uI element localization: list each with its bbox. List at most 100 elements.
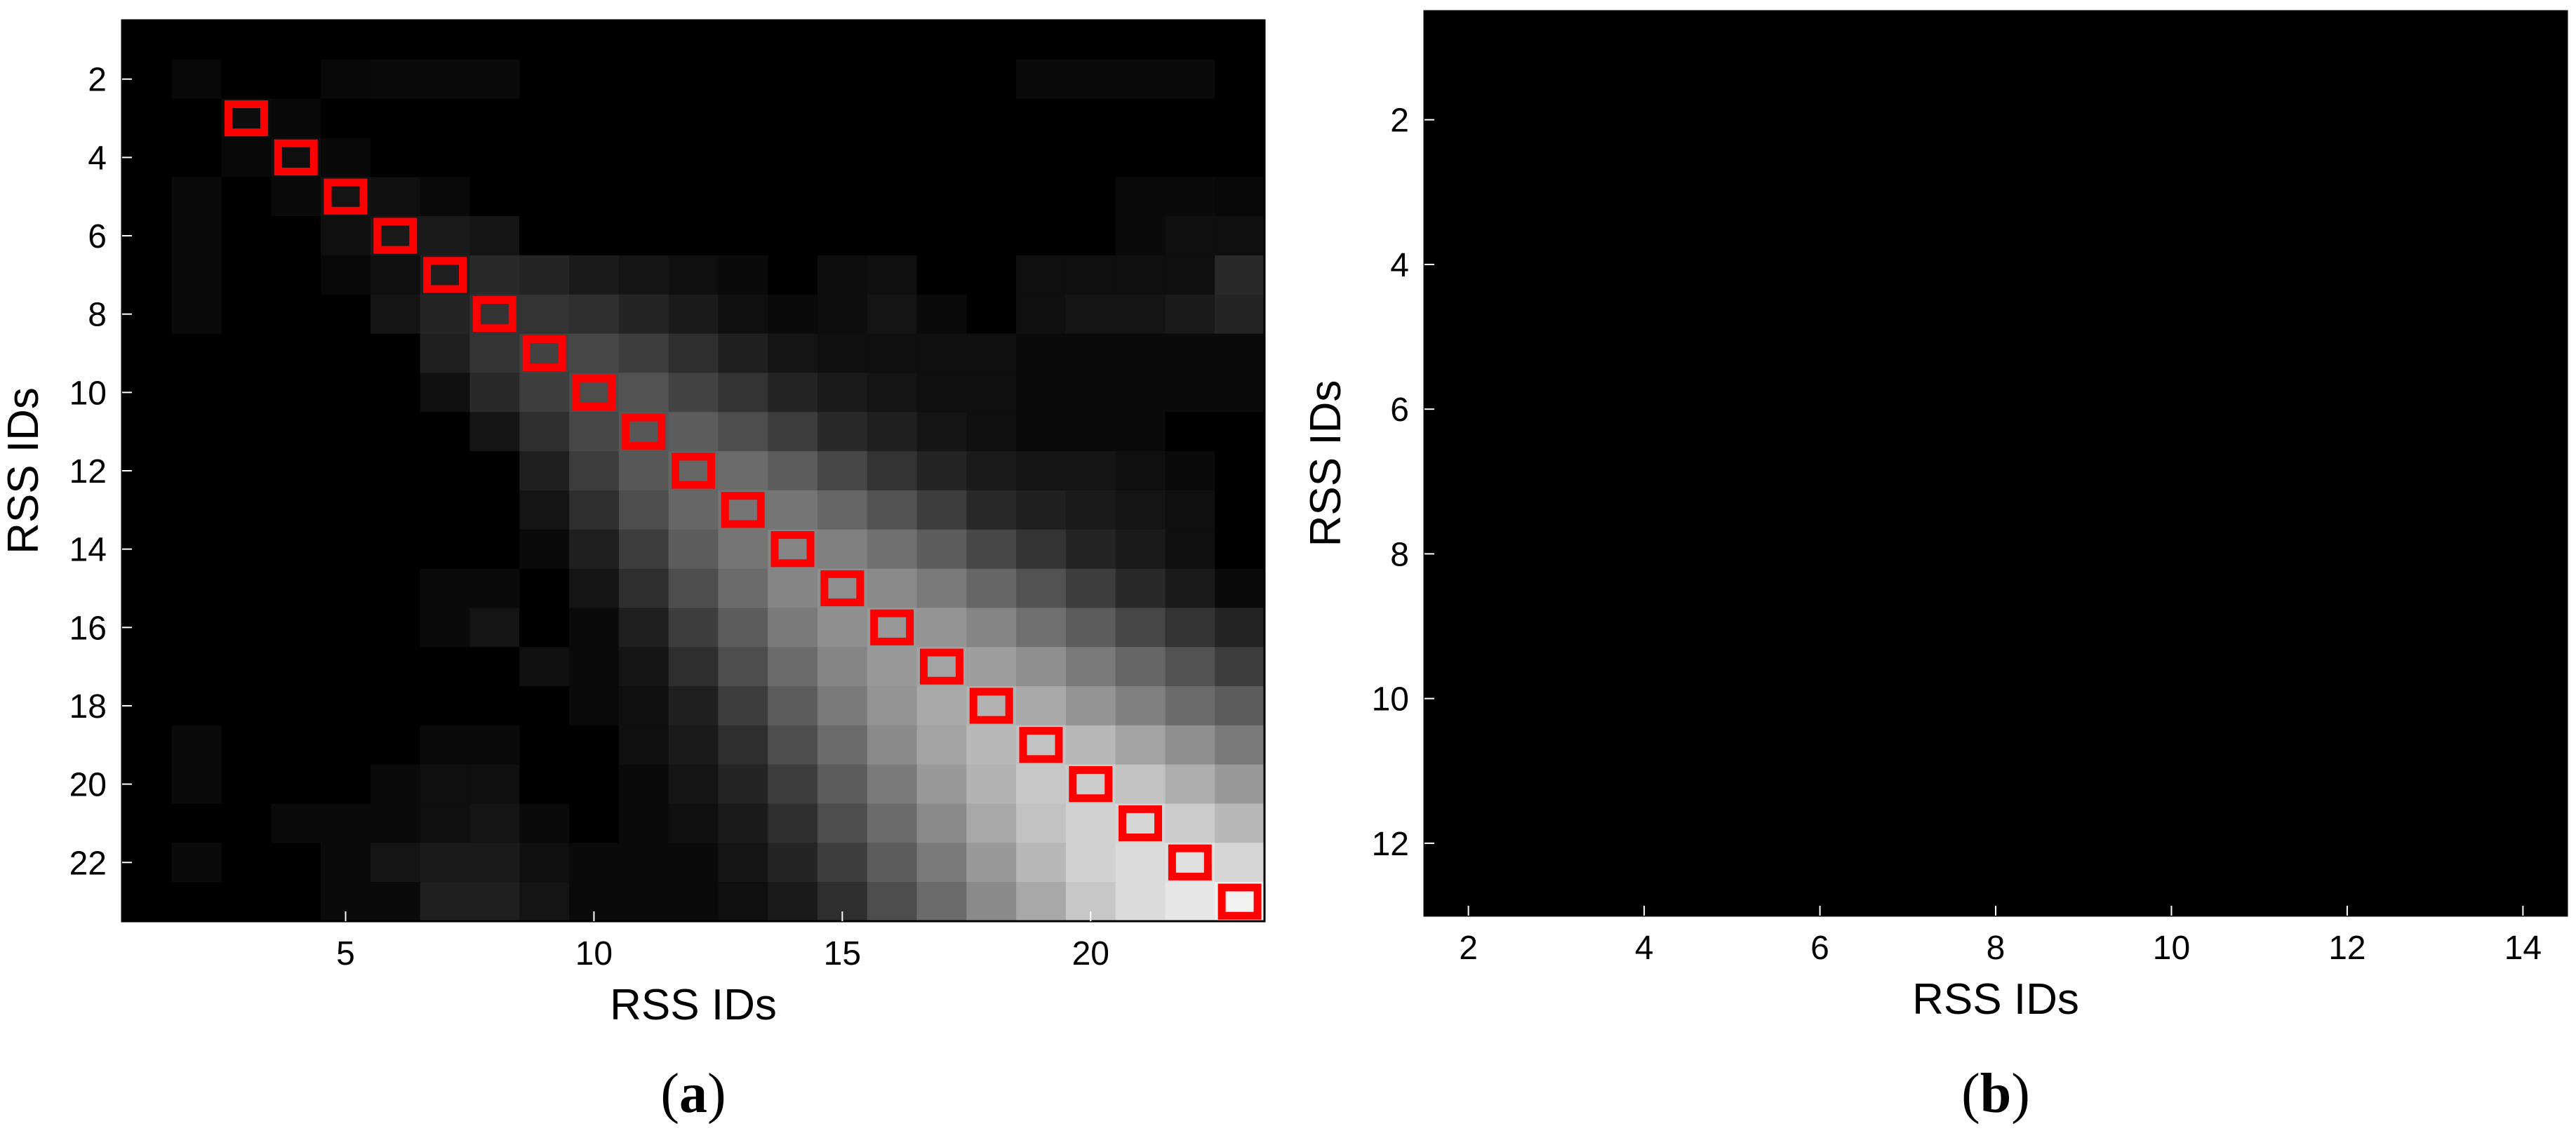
highlight-box (672, 453, 715, 489)
heatmap-cell (221, 20, 272, 60)
heatmap-cell (668, 764, 719, 805)
heatmap-cell (469, 98, 520, 139)
heatmap-cell (867, 255, 918, 295)
heatmap-cell (569, 294, 620, 335)
heatmap-cell (370, 412, 421, 452)
heatmap-cell (221, 412, 272, 452)
heatmap-cell (221, 725, 272, 765)
heatmap-cell (1165, 451, 1215, 491)
x-tick-label: 15 (824, 935, 861, 972)
heatmap-cell (1115, 294, 1166, 335)
heatmap-cell (221, 882, 272, 922)
heatmap-cell (867, 373, 918, 413)
heatmap-cell (271, 373, 321, 413)
heatmap-cell (469, 764, 520, 805)
heatmap-cell (1215, 647, 1265, 687)
heatmap-cell (1016, 20, 1067, 60)
heatmap-cell (1016, 412, 1067, 452)
heatmap-cell (1215, 490, 1265, 530)
heatmap-cell (1065, 177, 1116, 217)
heatmap-cell (171, 725, 222, 765)
heatmap-cell (519, 608, 570, 648)
y-tick-label: 20 (69, 767, 107, 804)
heatmap-cell (618, 451, 669, 491)
heatmap-cell (916, 373, 967, 413)
heatmap-cell (618, 333, 669, 374)
heatmap-cell (768, 333, 818, 374)
heatmap-cell (370, 843, 421, 883)
highlight-box (572, 374, 616, 410)
heatmap-cell (867, 216, 918, 256)
heatmap-cell (817, 294, 868, 335)
heatmap-cell (569, 490, 620, 530)
heatmap-cell (271, 843, 321, 883)
heatmap-cell (519, 98, 570, 139)
heatmap-cell (966, 20, 1017, 60)
heatmap-cell (271, 294, 321, 335)
heatmap-cell (618, 803, 669, 843)
heatmap-cell (221, 294, 272, 335)
heatmap-cell (718, 803, 768, 843)
heatmap-cell (718, 333, 768, 374)
heatmap-cell (966, 98, 1017, 139)
heatmap-cell (569, 255, 620, 295)
highlight-box (1069, 766, 1113, 803)
heatmap-cell (1215, 138, 1265, 178)
heatmap-cell (1165, 20, 1215, 60)
heatmap-cell (668, 255, 719, 295)
heatmap-cell (1115, 59, 1166, 100)
heatmap-cell (668, 725, 719, 765)
panel-letter-a: a (679, 1063, 707, 1125)
heatmap-cell (867, 882, 918, 922)
heatmap-cell (569, 98, 620, 139)
heatmap-cell (1065, 647, 1116, 687)
heatmap-cell (718, 764, 768, 805)
heatmap-cell (668, 138, 719, 178)
y-tick-label: 8 (1390, 536, 1409, 573)
heatmap-cell (718, 59, 768, 100)
highlight-box (323, 178, 368, 215)
heatmap-cell (718, 725, 768, 765)
heatmap-cell (370, 725, 421, 765)
heatmap-cell (122, 177, 173, 217)
heatmap-cell (916, 686, 967, 726)
heatmap-cell (420, 529, 471, 570)
heatmap-cell (122, 647, 173, 687)
heatmap-cell (519, 412, 570, 452)
heatmap-cell (966, 490, 1017, 530)
heatmap-cell (1215, 686, 1265, 726)
heatmap-cell (519, 20, 570, 60)
heatmap-cell (867, 529, 918, 570)
heatmap-cell (916, 529, 967, 570)
highlight-box (1168, 844, 1212, 881)
heatmap-cell (122, 20, 173, 60)
heatmap-cell (966, 647, 1017, 687)
y-tick-label: 18 (69, 688, 107, 725)
heatmap-cell (469, 20, 520, 60)
heatmap-cell (1215, 373, 1265, 413)
heatmap-cell (271, 686, 321, 726)
heatmap-cell (1115, 843, 1166, 883)
heatmap-cell (1165, 412, 1215, 452)
heatmap-cell (1016, 59, 1067, 100)
heatmap-cell (966, 882, 1017, 922)
heatmap-cell (370, 98, 421, 139)
heatmap-cell (916, 764, 967, 805)
heatmap-cell (171, 647, 222, 687)
heatmap-cell (420, 20, 471, 60)
heatmap-cell (768, 764, 818, 805)
heatmap-cell (867, 843, 918, 883)
heatmap-cell (321, 59, 371, 100)
heatmap-cell (966, 529, 1017, 570)
heatmap-cell (1215, 451, 1265, 491)
heatmap-cell (1115, 882, 1166, 922)
heatmap-cell (519, 843, 570, 883)
heatmap-cell (817, 529, 868, 570)
heatmap-cell (1165, 529, 1215, 570)
x-tick-label: 10 (575, 935, 613, 972)
heatmap-cell (1065, 412, 1116, 452)
heatmap-cell (271, 725, 321, 765)
heatmap-cell (768, 647, 818, 687)
heatmap-cell (122, 568, 173, 608)
plot-a-ylabel: RSS IDs (0, 387, 48, 554)
